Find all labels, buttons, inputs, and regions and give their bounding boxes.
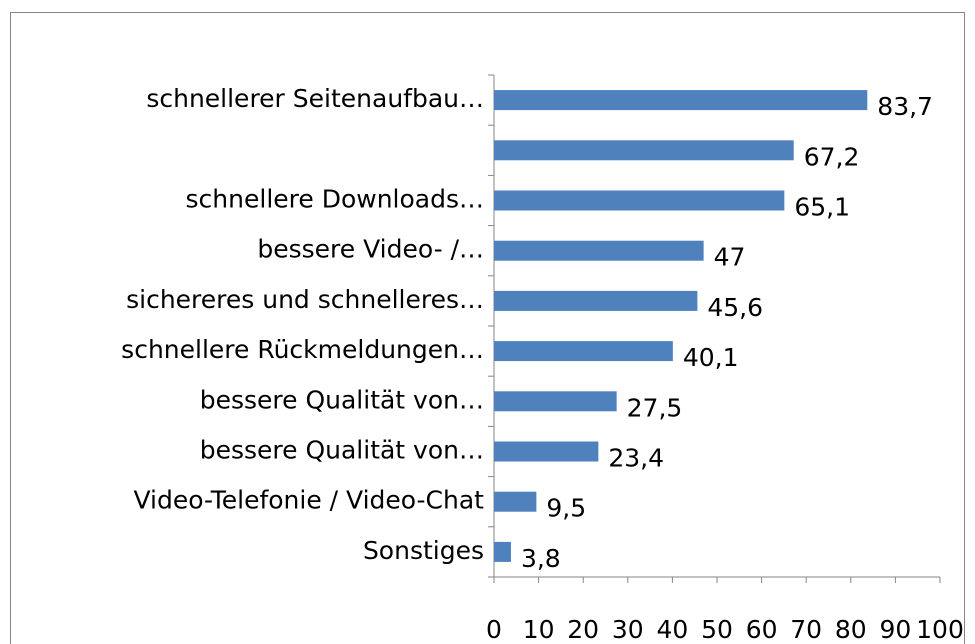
y-tick-label: bessere Qualität von… xyxy=(200,436,484,465)
bar xyxy=(494,541,511,562)
value-label: 45,6 xyxy=(707,293,763,322)
value-label: 65,1 xyxy=(794,193,850,222)
value-label: 3,8 xyxy=(521,544,561,573)
y-tick-label: schnellerer Seitenaufbau… xyxy=(146,84,484,113)
x-tick-label: 80 xyxy=(835,615,867,644)
bar xyxy=(494,491,537,512)
value-label: 40,1 xyxy=(683,343,739,372)
x-tick-label: 40 xyxy=(656,615,688,644)
bar xyxy=(494,441,599,462)
x-tick-label: 30 xyxy=(612,615,644,644)
y-tick-label: Sonstiges xyxy=(363,536,484,565)
y-tick-label: bessere Video- /… xyxy=(257,235,484,264)
bar xyxy=(494,140,794,161)
value-label: 83,7 xyxy=(877,92,933,121)
x-tick-label: 0 xyxy=(486,615,502,644)
x-tick-label: 60 xyxy=(746,615,778,644)
x-tick-label: 70 xyxy=(790,615,822,644)
value-label: 23,4 xyxy=(608,444,664,473)
bar xyxy=(494,290,698,311)
x-tick-label: 50 xyxy=(701,615,733,644)
value-label: 47 xyxy=(714,243,746,272)
bar xyxy=(494,240,704,261)
y-tick-label: schnellere Rückmeldungen… xyxy=(121,335,484,364)
value-label: 27,5 xyxy=(627,393,683,422)
chart-frame xyxy=(10,12,965,644)
bar xyxy=(494,190,785,211)
x-tick-label: 20 xyxy=(567,615,599,644)
y-tick-label: schnellere Downloads… xyxy=(186,185,484,214)
bar xyxy=(494,90,868,111)
x-tick-label: 100 xyxy=(916,615,964,644)
y-tick-label: Video-Telefonie / Video-Chat xyxy=(133,486,484,515)
y-tick-label: bessere Qualität von… xyxy=(200,385,484,414)
bar xyxy=(494,341,673,362)
x-tick-label: 10 xyxy=(523,615,555,644)
value-label: 9,5 xyxy=(546,494,586,523)
value-label: 67,2 xyxy=(804,142,860,171)
x-tick-label: 90 xyxy=(879,615,911,644)
bar xyxy=(494,391,617,412)
y-tick-label: sichereres und schnelleres… xyxy=(126,285,484,314)
